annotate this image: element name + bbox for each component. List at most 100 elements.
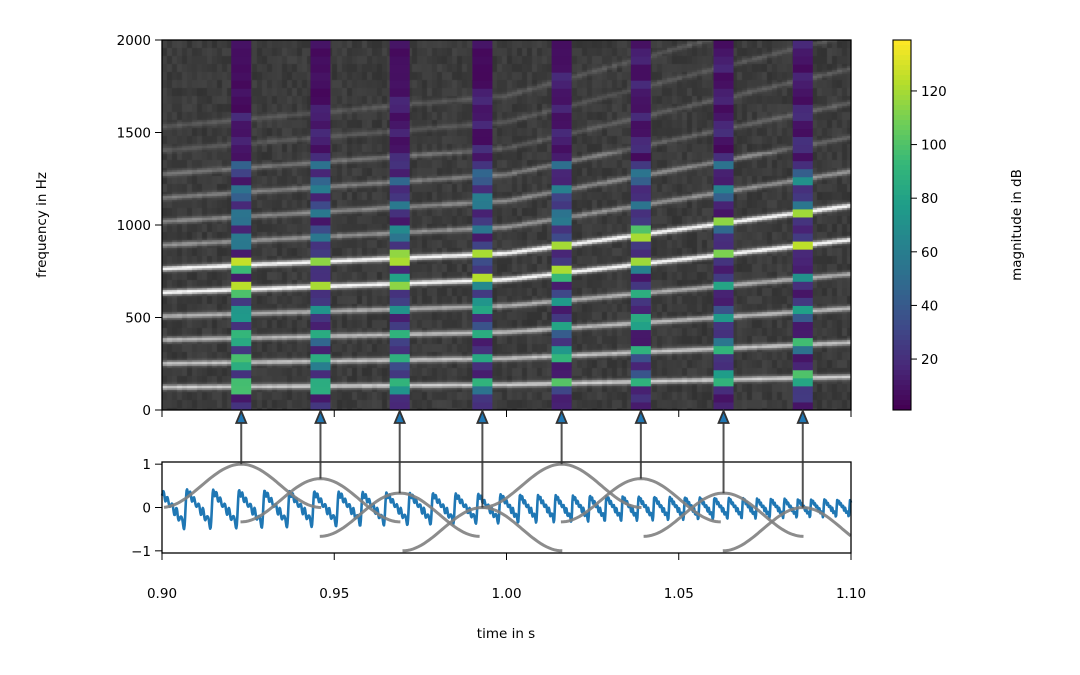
frame-cell bbox=[472, 345, 493, 355]
colorbar-segment bbox=[893, 355, 911, 361]
frame-cell bbox=[231, 128, 252, 138]
frame-cell bbox=[551, 225, 572, 234]
colorbar-segment bbox=[893, 370, 911, 376]
frame-cell bbox=[713, 297, 734, 306]
frame-cell bbox=[630, 353, 651, 363]
colorbar-segment bbox=[893, 405, 911, 411]
frame-cell bbox=[630, 128, 651, 138]
colorbar: 20 40 60 80 100 120 bbox=[893, 40, 947, 411]
frame-cell bbox=[231, 144, 252, 154]
colorbar-segment bbox=[893, 175, 911, 181]
frame-cell bbox=[389, 361, 410, 371]
frame-cell bbox=[713, 249, 734, 258]
colorbar-segment bbox=[893, 270, 911, 276]
colorbar-segment bbox=[893, 300, 911, 306]
frame-cell bbox=[792, 233, 813, 242]
frame-cell bbox=[231, 184, 252, 194]
frame-cell bbox=[551, 80, 572, 89]
colorbar-segment bbox=[893, 365, 911, 371]
frame-cell bbox=[472, 225, 493, 234]
frame-cell bbox=[713, 265, 734, 274]
frame-cell bbox=[713, 225, 734, 234]
frame-cell bbox=[630, 337, 651, 347]
window-curve-4 bbox=[402, 505, 563, 553]
frame-cell bbox=[630, 104, 651, 113]
frame-cell bbox=[551, 401, 572, 411]
frame-cell bbox=[630, 192, 651, 202]
frame-cell bbox=[231, 369, 252, 379]
y-axis-label: frequency in Hz bbox=[34, 172, 50, 278]
frame-cell bbox=[472, 120, 493, 129]
frame-cell bbox=[472, 337, 493, 347]
frame-cell bbox=[713, 160, 734, 170]
frame-cell bbox=[713, 377, 734, 387]
frame-cell bbox=[389, 385, 410, 395]
frame-cell bbox=[551, 96, 572, 105]
frame-cell bbox=[310, 64, 331, 73]
frame-cell bbox=[551, 144, 572, 154]
frame-cell bbox=[551, 72, 572, 81]
colorbar-segment bbox=[893, 80, 911, 86]
colorbar-segment bbox=[893, 295, 911, 301]
colorbar-segment bbox=[893, 85, 911, 91]
frame-cell bbox=[551, 361, 572, 371]
frame-cell bbox=[389, 393, 410, 403]
window-curve-2 bbox=[240, 477, 401, 524]
frame-cell bbox=[551, 289, 572, 298]
frame-cell bbox=[389, 128, 410, 138]
y-tick-label: 2000 bbox=[117, 33, 151, 49]
frame-cell bbox=[472, 56, 493, 65]
frame-cell bbox=[713, 184, 734, 194]
analysis-frames bbox=[231, 40, 813, 411]
frame-cell bbox=[472, 128, 493, 138]
frame-cell bbox=[630, 297, 651, 306]
pitch-mark-arrows bbox=[234, 408, 810, 508]
frame-cell bbox=[792, 281, 813, 290]
frame-cell bbox=[551, 176, 572, 186]
frame-cell bbox=[310, 208, 331, 218]
colorbar-segment bbox=[893, 325, 911, 331]
frame-cell bbox=[310, 120, 331, 129]
frame-cell bbox=[472, 176, 493, 186]
analysis-frame-4 bbox=[472, 40, 493, 411]
colorbar-segment bbox=[893, 165, 911, 171]
frame-cell bbox=[551, 192, 572, 202]
frame-cell bbox=[630, 88, 651, 97]
frame-cell bbox=[713, 176, 734, 186]
frame-cell bbox=[310, 48, 331, 57]
frame-cell bbox=[472, 249, 493, 258]
frame-cell bbox=[551, 377, 572, 387]
frame-cell bbox=[713, 168, 734, 178]
frame-cell bbox=[310, 200, 331, 210]
frame-cell bbox=[310, 233, 331, 242]
frame-cell bbox=[630, 208, 651, 218]
frame-cell bbox=[231, 152, 252, 162]
frame-cell bbox=[792, 385, 813, 395]
arrow-head-icon bbox=[476, 408, 489, 424]
frame-cell bbox=[472, 216, 493, 226]
frame-cell bbox=[389, 401, 410, 411]
frame-cell bbox=[792, 184, 813, 194]
frame-cell bbox=[310, 225, 331, 234]
frame-cell bbox=[792, 88, 813, 97]
frame-cell bbox=[231, 200, 252, 210]
frame-cell bbox=[472, 208, 493, 218]
frame-cell bbox=[792, 265, 813, 274]
colorbar-tick-label: 60 bbox=[921, 245, 938, 261]
frame-cell bbox=[792, 313, 813, 323]
colorbar-segment bbox=[893, 150, 911, 156]
frame-cell bbox=[713, 72, 734, 81]
colorbar-segment bbox=[893, 210, 911, 216]
frame-cell bbox=[310, 80, 331, 89]
frame-cell bbox=[389, 168, 410, 178]
frame-cell bbox=[630, 385, 651, 395]
frame-cell bbox=[389, 289, 410, 298]
frame-cell bbox=[713, 329, 734, 339]
frame-cell bbox=[630, 72, 651, 81]
frame-cell bbox=[713, 136, 734, 146]
frame-cell bbox=[472, 112, 493, 121]
arrow-head-icon bbox=[234, 408, 248, 424]
frame-cell bbox=[310, 313, 331, 323]
frame-cell bbox=[310, 281, 331, 290]
colorbar-tick-label: 100 bbox=[921, 138, 947, 154]
